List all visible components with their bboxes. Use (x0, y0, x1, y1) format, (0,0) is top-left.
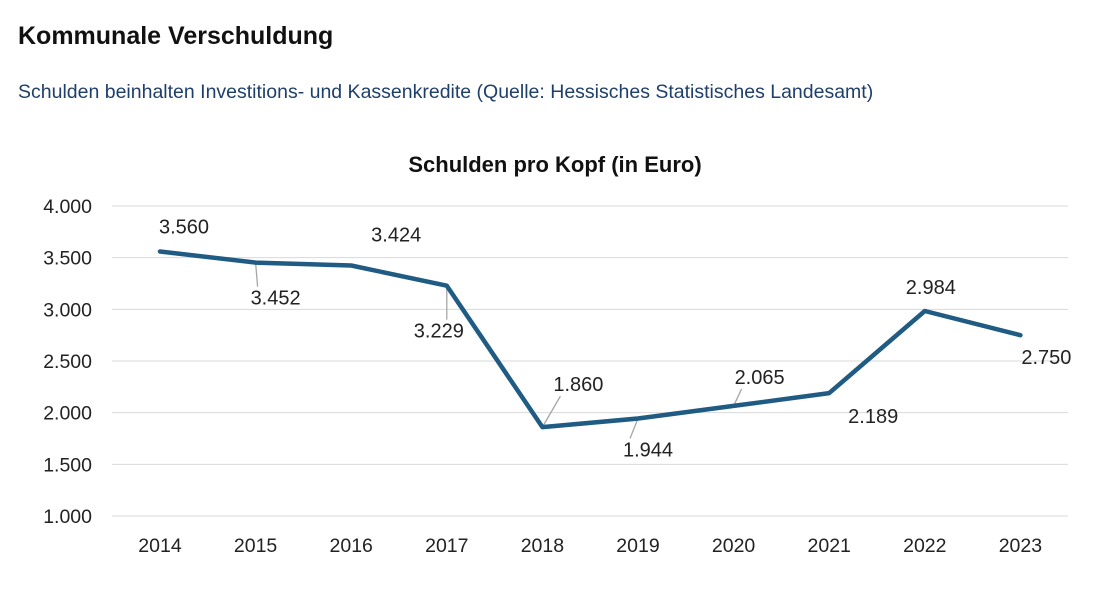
y-axis: 1.000 1.500 2.000 2.500 3.000 3.500 4.000 (43, 196, 92, 528)
x-tick-label: 2021 (808, 535, 851, 557)
x-tick-label: 2016 (330, 535, 373, 557)
x-tick-label: 2023 (999, 535, 1042, 557)
y-tick-label: 3.000 (43, 299, 92, 321)
y-tick-label: 2.500 (43, 351, 92, 373)
page-title: Kommunale Verschuldung (18, 22, 334, 50)
data-label: 1.944 (623, 439, 673, 461)
label-leader (254, 262, 259, 287)
data-labels: 3.560 3.452 3.424 3.229 1.860 1.944 2.065 2.189… (159, 216, 1071, 461)
label-leader (541, 395, 561, 428)
x-tick-label: 2019 (616, 535, 659, 557)
data-label: 3.452 (251, 288, 301, 310)
y-tick-label: 1.500 (43, 454, 92, 476)
data-label: 3.229 (414, 321, 464, 343)
data-label: 2.984 (906, 277, 956, 299)
x-axis: 2014 2015 2016 2017 2018 2019 2020 2021 2022 2023 (138, 535, 1042, 557)
y-tick-label: 4.000 (43, 196, 92, 218)
label-leader-lines (254, 262, 743, 439)
x-tick-label: 2020 (712, 535, 756, 557)
y-tick-label: 2.000 (43, 403, 92, 425)
data-label: 2.750 (1021, 347, 1071, 369)
x-tick-label: 2014 (138, 535, 182, 557)
data-label: 3.424 (371, 225, 421, 247)
x-tick-label: 2015 (234, 535, 278, 557)
label-leader (733, 388, 743, 407)
x-tick-label: 2017 (425, 535, 468, 557)
data-series (157, 249, 1023, 430)
label-leader (629, 418, 639, 439)
gridlines (112, 205, 1068, 517)
y-tick-label: 3.500 (43, 248, 92, 270)
page-subtitle: Schulden beinhalten Investitions- und Ka… (18, 81, 874, 103)
x-tick-label: 2018 (521, 535, 564, 557)
data-label: 1.860 (553, 374, 603, 396)
y-tick-label: 1.000 (43, 506, 92, 528)
series-line (157, 249, 1023, 430)
data-label: 3.560 (159, 216, 209, 238)
data-label: 2.189 (848, 406, 898, 428)
chart-title: Schulden pro Kopf (in Euro) (408, 152, 701, 177)
line-chart: Schulden pro Kopf (in Euro) 1.000 1.500 2.… (43, 152, 1071, 557)
data-label: 2.065 (735, 367, 785, 389)
x-tick-label: 2022 (903, 535, 946, 557)
